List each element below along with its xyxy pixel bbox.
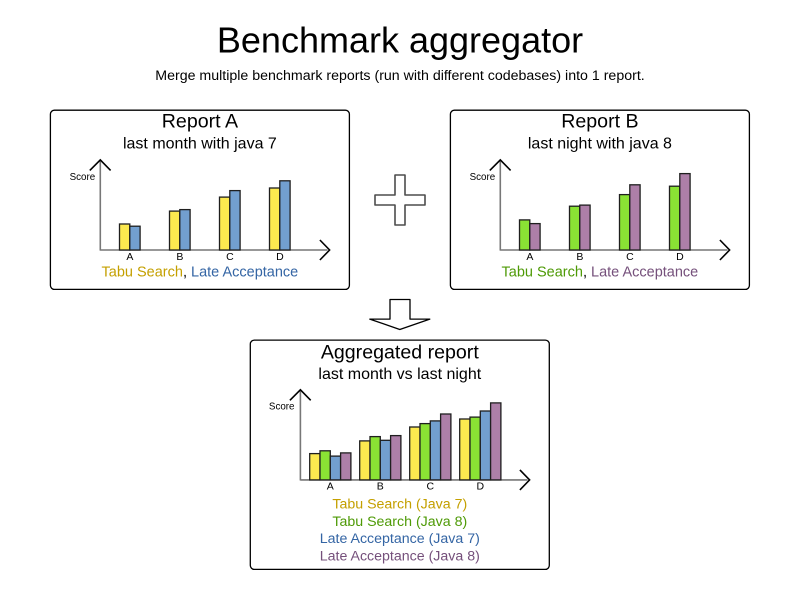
svg-text:A: A bbox=[526, 251, 533, 263]
svg-text:C: C bbox=[226, 251, 234, 263]
svg-text:Score: Score bbox=[269, 402, 295, 413]
svg-text:Aggregated report: Aggregated report bbox=[321, 341, 480, 363]
svg-text:Report A: Report A bbox=[162, 111, 239, 133]
svg-text:Tabu Search (Java 7): Tabu Search (Java 7) bbox=[332, 497, 467, 513]
svg-text:C: C bbox=[626, 251, 634, 263]
svg-text:B: B bbox=[176, 251, 183, 263]
svg-text:B: B bbox=[377, 481, 384, 493]
svg-text:D: D bbox=[477, 481, 485, 493]
svg-text:last month vs last night: last month vs last night bbox=[318, 366, 481, 383]
svg-text:Late Acceptance (Java 7): Late Acceptance (Java 7) bbox=[320, 531, 480, 547]
svg-text:A: A bbox=[126, 251, 133, 263]
svg-text:A: A bbox=[327, 481, 334, 493]
svg-text:C: C bbox=[427, 481, 435, 493]
svg-text:Score: Score bbox=[470, 172, 496, 183]
svg-text:Benchmark aggregator: Benchmark aggregator bbox=[217, 19, 583, 60]
svg-text:Tabu Search, Late Acceptance: Tabu Search, Late Acceptance bbox=[102, 265, 299, 281]
svg-text:B: B bbox=[576, 251, 583, 263]
svg-text:Tabu Search (Java 8): Tabu Search (Java 8) bbox=[332, 514, 467, 530]
svg-text:Report B: Report B bbox=[561, 111, 638, 133]
svg-text:Merge multiple benchmark repor: Merge multiple benchmark reports (run wi… bbox=[155, 68, 644, 84]
svg-text:D: D bbox=[676, 251, 684, 263]
svg-text:last night with java 8: last night with java 8 bbox=[528, 136, 672, 153]
svg-text:D: D bbox=[276, 251, 284, 263]
svg-text:Score: Score bbox=[70, 172, 96, 183]
svg-text:Late Acceptance (Java 8): Late Acceptance (Java 8) bbox=[320, 549, 480, 565]
svg-text:last month with java 7: last month with java 7 bbox=[123, 136, 277, 153]
svg-text:Tabu Search, Late Acceptance: Tabu Search, Late Acceptance bbox=[502, 265, 699, 281]
